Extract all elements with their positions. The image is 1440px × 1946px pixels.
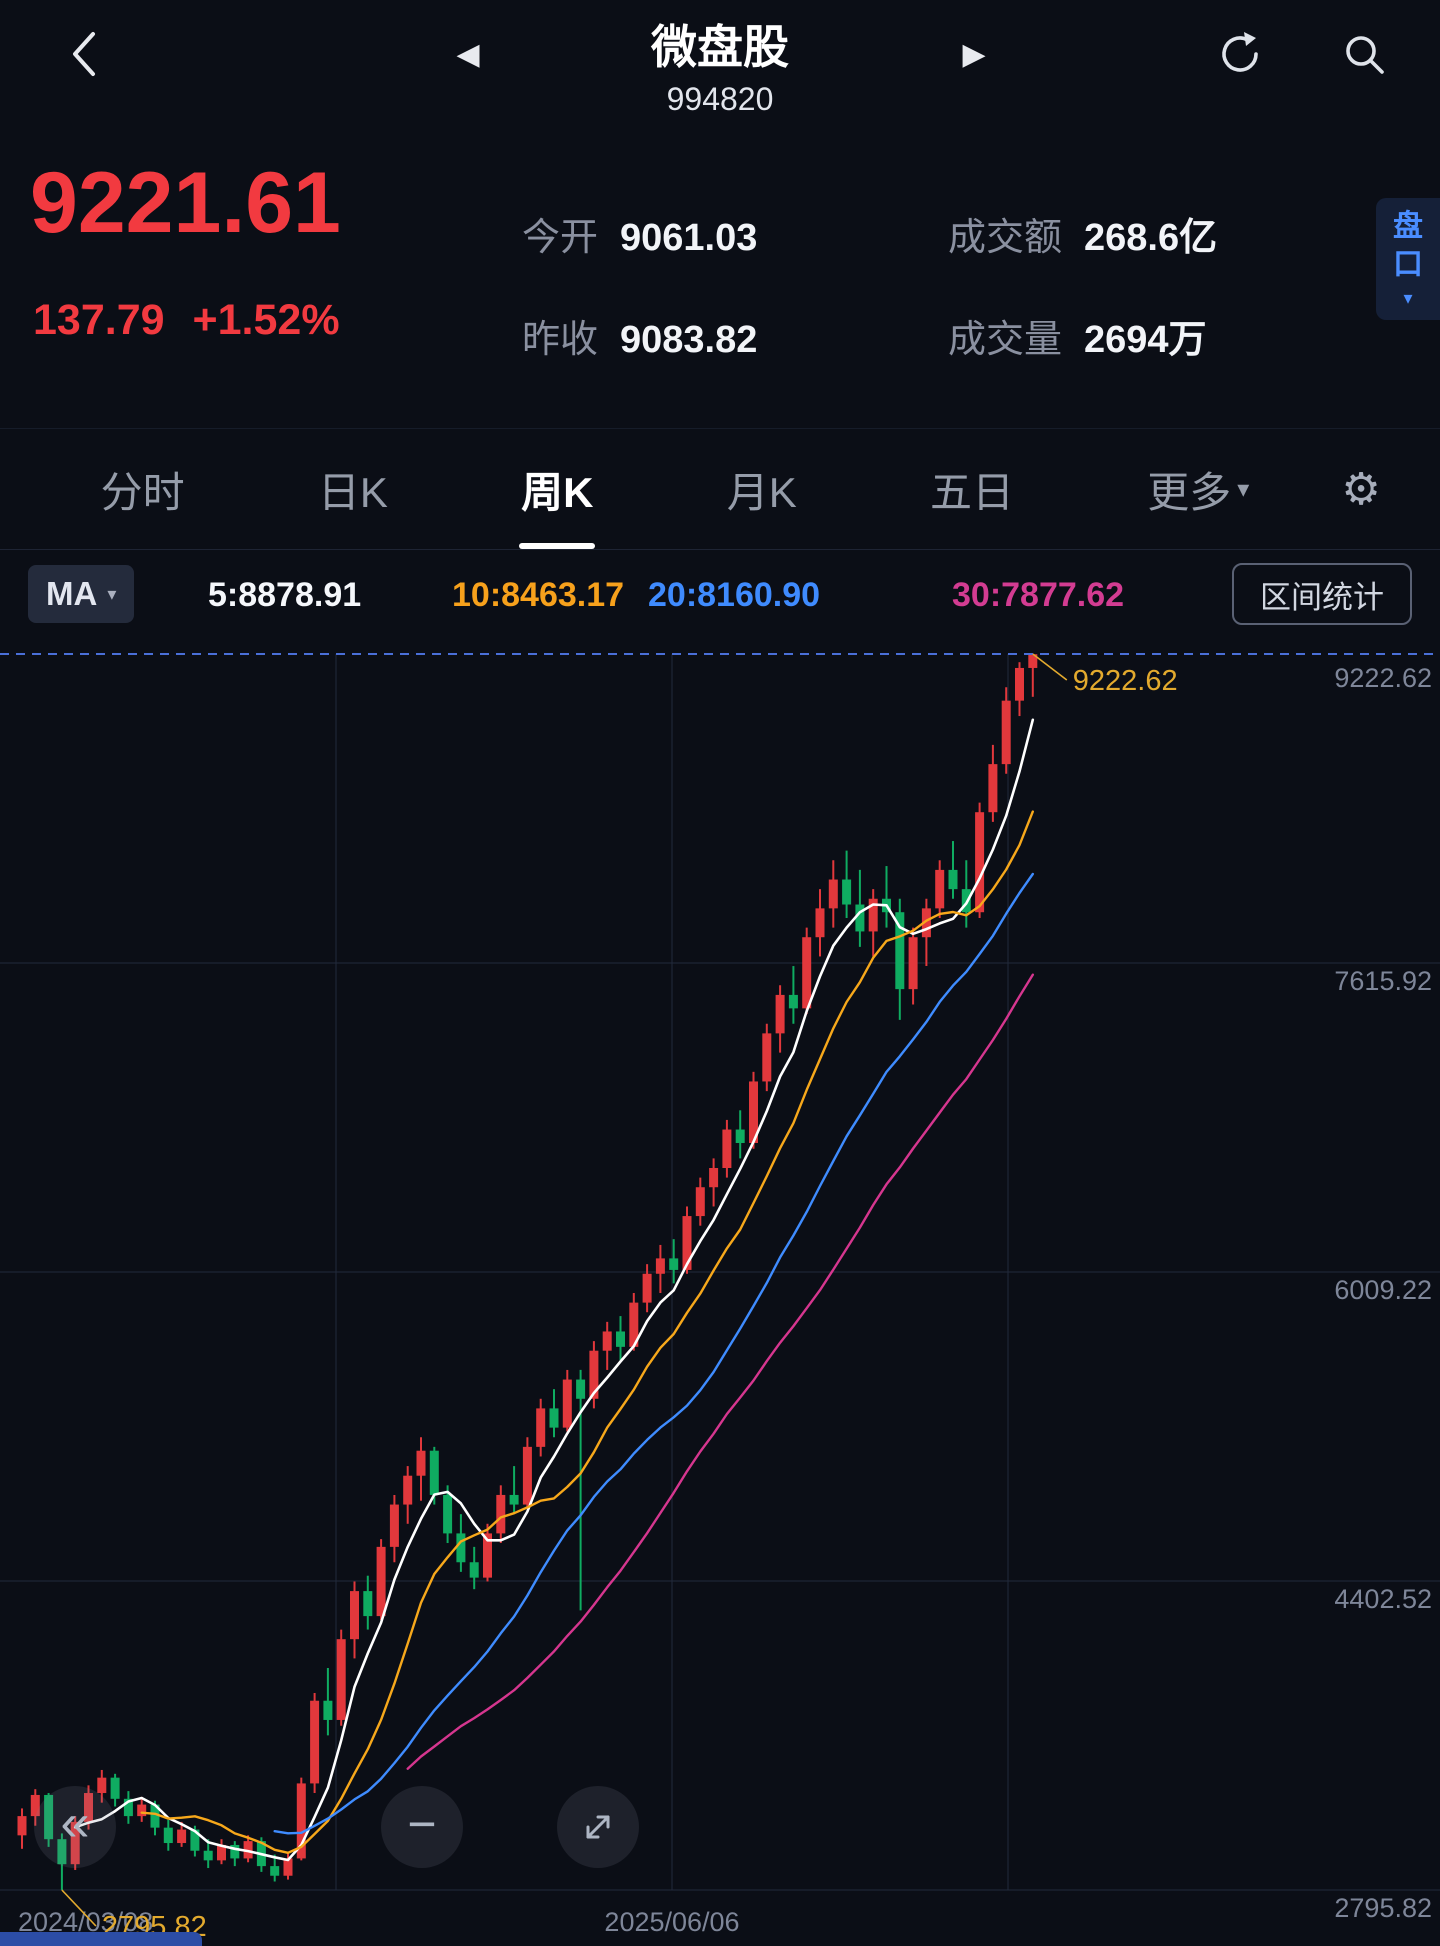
stock-title: 微盘股 [651, 21, 789, 73]
back-icon[interactable] [58, 28, 110, 80]
volume-label: 成交量 [948, 319, 1063, 361]
svg-text:7615.92: 7615.92 [1334, 966, 1432, 996]
price-change-row: 137.79 +1.52% [33, 296, 340, 345]
pan-left-button[interactable]: « [34, 1786, 116, 1868]
price-change: 137.79 [33, 296, 165, 344]
svg-text:9222.62: 9222.62 [1334, 663, 1432, 693]
pankou-char-2: 口 [1393, 247, 1423, 281]
ma5-value: 5:8878.91 [208, 576, 362, 614]
fullscreen-button[interactable] [557, 1786, 639, 1868]
stock-code: 994820 [666, 80, 774, 117]
tab-minute[interactable]: 分时 [100, 468, 185, 516]
svg-text:2795.82: 2795.82 [1334, 1893, 1432, 1923]
price-change-percent: +1.52% [192, 296, 340, 344]
ma10-value: 10:8463.17 [452, 576, 625, 614]
turnover-label: 成交额 [948, 217, 1063, 259]
prev-close-value: 9083.82 [620, 319, 758, 361]
zoom-out-button[interactable]: − [381, 1786, 463, 1868]
header: ◀ 微盘股 994820 ▶ [0, 0, 1440, 148]
chart-settings-gear-icon[interactable]: ⚙ [1341, 464, 1381, 514]
refresh-icon[interactable] [1212, 26, 1268, 82]
ma30-value: 30:7877.62 [952, 576, 1125, 614]
prev-close-label: 昨收 [522, 319, 599, 361]
svg-text:2025/06/06: 2025/06/06 [604, 1907, 739, 1937]
pankou-char-1: 盘 [1393, 210, 1423, 244]
more-caret-icon: ▾ [1237, 475, 1250, 503]
expand-icon [586, 1815, 610, 1839]
svg-text:4402.52: 4402.52 [1334, 1584, 1432, 1614]
quote-panel: 9221.61 137.79 +1.52% 今开 9061.03 昨收 9083… [0, 148, 1440, 428]
kline-chart[interactable]: 9222.62 7615.92 6009.22 4402.52 2795.82 2024/… [0, 640, 1440, 1946]
tab-weekly-k[interactable]: 周K [455, 429, 661, 549]
next-stock-icon[interactable]: ▶ [962, 37, 986, 71]
current-price: 9221.61 [30, 155, 341, 251]
tab-daily-k[interactable]: 日K [317, 468, 388, 516]
bottom-sheet-peek[interactable] [0, 1932, 202, 1946]
svg-text:6009.22: 6009.22 [1334, 1275, 1432, 1305]
tab-monthly-k[interactable]: 月K [726, 468, 797, 516]
pankou-caret-icon: ▾ [1403, 288, 1413, 309]
tab-five-day[interactable]: 五日 [930, 468, 1015, 516]
volume-value: 2694万 [1084, 319, 1207, 361]
turnover-value: 268.6亿 [1084, 217, 1218, 259]
ma-indicator-bar: MA ▾ 5:8878.91 10:8463.17 20:8160.90 30:… [0, 550, 1440, 640]
open-label: 今开 [522, 217, 599, 259]
prev-stock-icon[interactable]: ◀ [456, 37, 480, 71]
ma-selector[interactable]: MA ▾ [28, 565, 135, 623]
period-tabbar: 分时 日K 周K 月K 五日 更多 ▾ ⚙ [0, 428, 1440, 550]
range-stats-button[interactable]: 区间统计 [1232, 563, 1412, 625]
search-icon[interactable] [1336, 26, 1392, 82]
svg-text:9222.62: 9222.62 [1073, 665, 1178, 697]
ma-caret-icon: ▾ [107, 583, 117, 604]
tab-more[interactable]: 更多 ▾ [1147, 468, 1250, 516]
pankou-tab[interactable]: 盘 口 ▾ [1376, 198, 1440, 320]
active-tab-underline [519, 543, 596, 549]
open-value: 9061.03 [620, 217, 758, 259]
ma20-value: 20:8160.90 [648, 576, 821, 614]
